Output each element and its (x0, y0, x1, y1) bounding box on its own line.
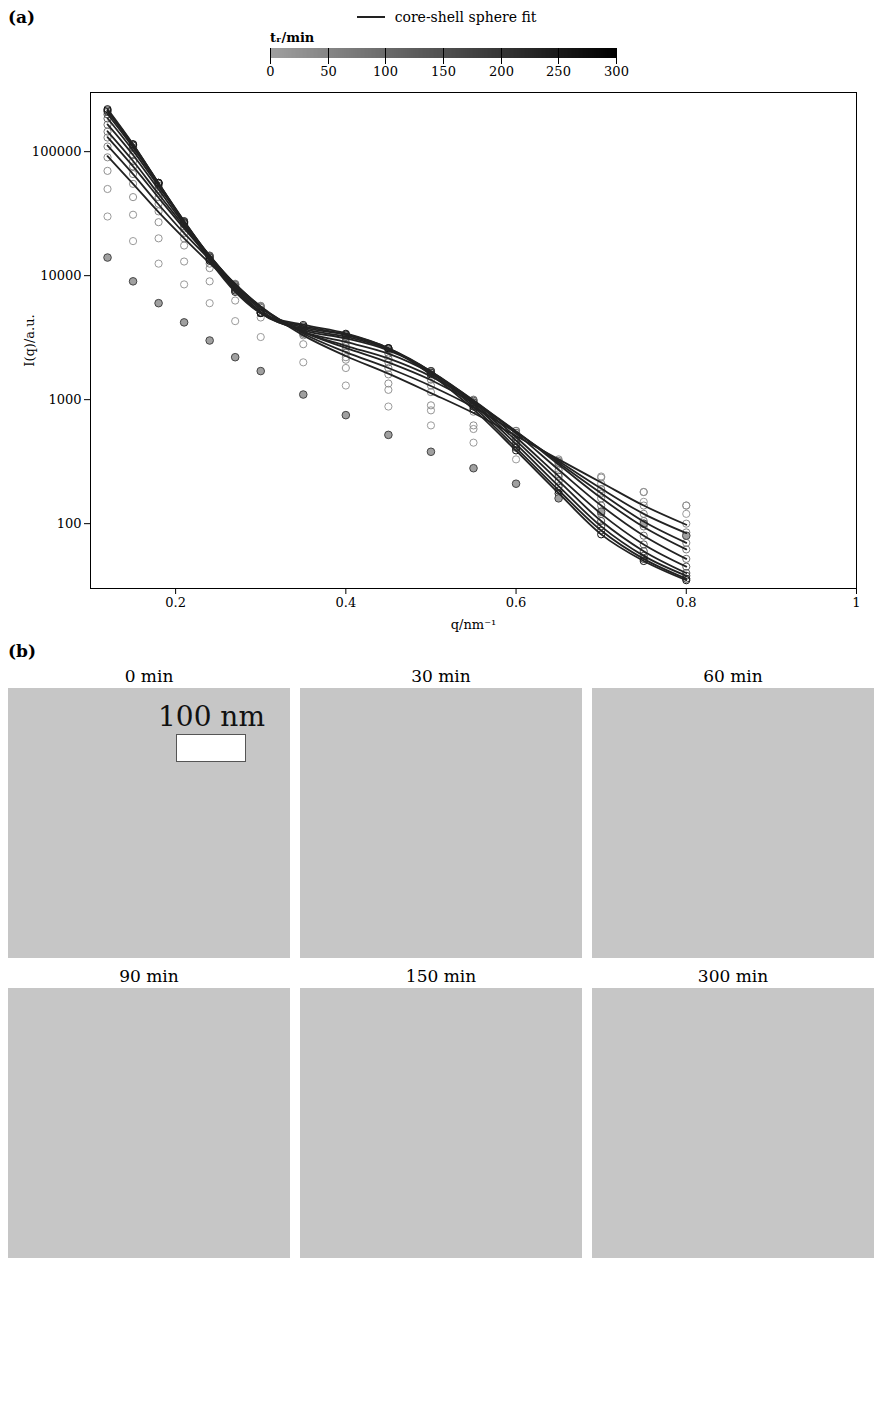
html-text:90 min: 90 min (119, 966, 179, 986)
html-text:300 min: 300 min (697, 966, 769, 986)
html-text:60 min: 60 min (703, 666, 763, 686)
svg-text:150: 150 (431, 64, 456, 79)
html-text:100 nm: 100 nm (158, 700, 265, 733)
svg-text:100: 100 (373, 64, 398, 79)
svg-text:250: 250 (546, 64, 571, 79)
html-text:0 min: 0 min (124, 666, 174, 686)
svg-text:1: 1 (852, 595, 860, 610)
html-text:(a): (a) (8, 7, 36, 27)
svg-text:0.4: 0.4 (335, 595, 356, 610)
svg-text:q/nm⁻¹: q/nm⁻¹ (451, 617, 496, 632)
svg-text:10000: 10000 (40, 268, 81, 283)
html-text:(b): (b) (8, 641, 36, 661)
svg-text:0: 0 (266, 64, 274, 79)
svg-text:0.8: 0.8 (676, 595, 697, 610)
svg-text:100000: 100000 (32, 144, 82, 159)
svg-text:200: 200 (489, 64, 514, 79)
html-text:150 min: 150 min (405, 966, 477, 986)
svg-text:100: 100 (57, 516, 82, 531)
svg-text:0.2: 0.2 (165, 595, 186, 610)
html-text:core-shell sphere fit: core-shell sphere fit (394, 9, 537, 25)
svg-text:tᵣ/min: tᵣ/min (270, 30, 315, 45)
svg-text:I(q)/a.u.: I(q)/a.u. (22, 314, 37, 366)
svg-text:1000: 1000 (48, 392, 81, 407)
svg-text:50: 50 (320, 64, 337, 79)
svg-text:0.6: 0.6 (506, 595, 527, 610)
html-text:30 min: 30 min (411, 666, 471, 686)
svg-text:300: 300 (604, 64, 629, 79)
